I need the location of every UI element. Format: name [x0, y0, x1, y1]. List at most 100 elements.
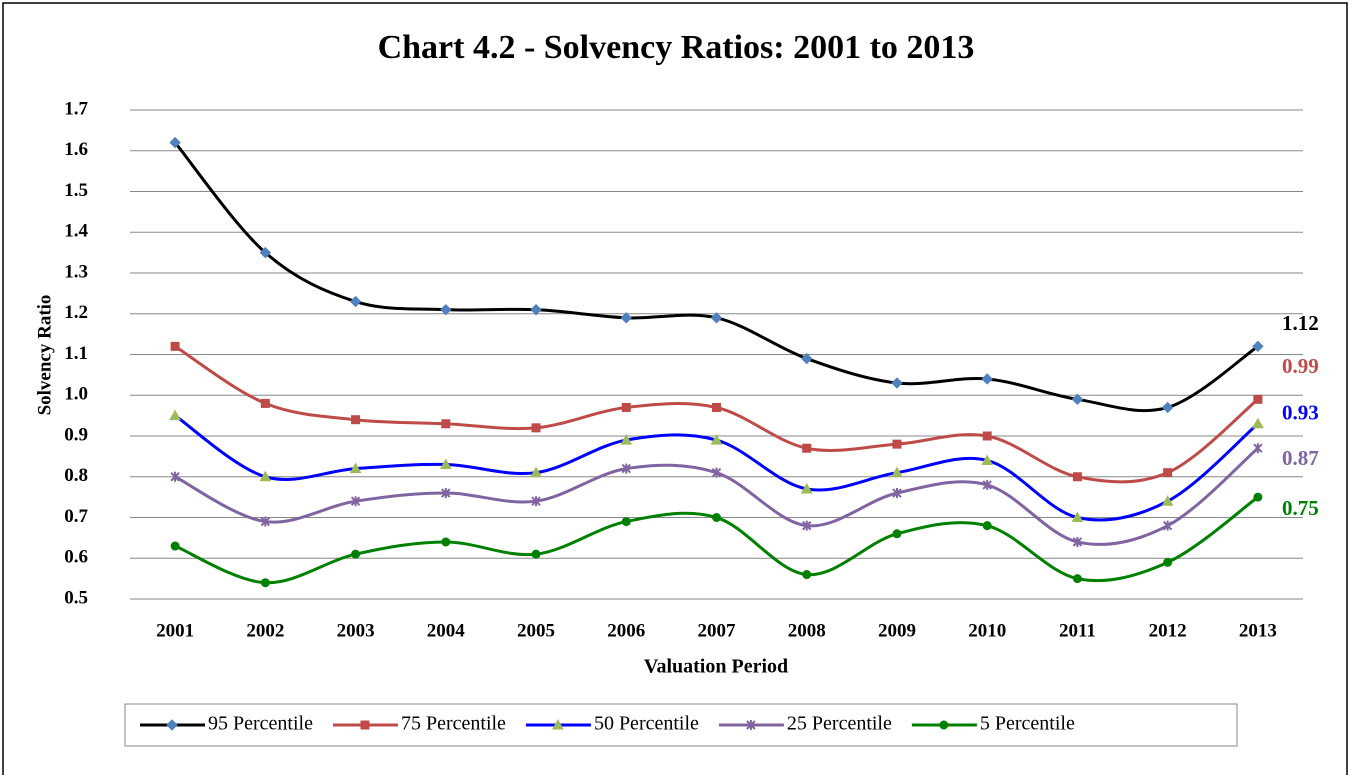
data-point — [712, 402, 721, 412]
legend-marker — [166, 719, 178, 731]
data-label: 0.93 — [1282, 401, 1319, 425]
y-tick-label: 1.2 — [64, 302, 88, 323]
legend-box — [124, 703, 1238, 747]
y-tick-label: 1.1 — [64, 343, 88, 364]
legend-label: 50 Percentile — [594, 713, 699, 735]
data-point — [802, 570, 812, 580]
data-point — [531, 549, 541, 559]
data-point — [891, 377, 903, 389]
y-axis-title: Solvency Ratio — [34, 295, 55, 416]
x-tick-label: 2004 — [427, 620, 466, 641]
data-point — [621, 463, 631, 474]
data-point — [981, 373, 993, 385]
data-point — [710, 434, 723, 445]
legend-marker — [939, 720, 949, 730]
data-point — [441, 537, 451, 547]
x-tick-label: 2001 — [156, 620, 194, 641]
data-point — [711, 467, 722, 478]
y-tick-label: 0.6 — [64, 547, 88, 568]
data-point — [259, 246, 272, 259]
y-tick-label: 0.5 — [64, 587, 88, 608]
data-point — [169, 136, 181, 149]
data-point — [440, 303, 452, 316]
data-point — [981, 454, 994, 465]
data-point — [892, 529, 902, 539]
data-point — [531, 496, 541, 507]
data-point — [1161, 495, 1174, 506]
y-tick-label: 0.8 — [64, 465, 88, 486]
data-point — [800, 482, 813, 494]
data-point — [1162, 520, 1173, 531]
y-tick-label: 0.7 — [64, 506, 88, 527]
y-tick-label: 1.6 — [64, 139, 88, 160]
data-point — [1161, 401, 1174, 414]
y-tick-label: 1.3 — [64, 261, 88, 282]
data-point — [982, 431, 992, 441]
data-point — [802, 443, 812, 453]
data-point — [351, 549, 361, 559]
data-point — [439, 458, 452, 470]
data-point — [1253, 492, 1263, 502]
data-point — [260, 578, 270, 588]
data-point — [170, 541, 180, 551]
data-point — [1253, 443, 1263, 454]
x-tick-label: 2013 — [1239, 620, 1277, 641]
data-point — [712, 513, 721, 522]
data-point — [892, 439, 902, 449]
data-point — [1252, 417, 1264, 429]
data-point — [259, 470, 272, 482]
data-point — [1071, 511, 1084, 522]
data-label: 0.75 — [1282, 496, 1319, 520]
data-point — [1072, 472, 1082, 482]
legend-marker — [746, 720, 756, 730]
y-tick-label: 1.5 — [64, 180, 88, 201]
legend-marker — [360, 720, 370, 730]
data-point — [441, 488, 451, 499]
data-point — [260, 516, 271, 527]
data-point — [350, 496, 361, 507]
x-tick-label: 2010 — [968, 620, 1006, 641]
x-tick-label: 2003 — [337, 620, 375, 641]
data-point — [710, 312, 723, 324]
data-point — [892, 488, 902, 499]
x-tick-label: 2009 — [878, 620, 916, 641]
data-point — [620, 312, 632, 324]
y-tick-label: 0.9 — [64, 424, 88, 445]
data-point — [1071, 393, 1084, 406]
data-point — [170, 471, 180, 482]
data-point — [530, 303, 542, 316]
x-tick-label: 2002 — [246, 620, 284, 641]
data-point — [891, 466, 903, 478]
data-point — [1163, 557, 1173, 567]
data-point — [1072, 574, 1082, 584]
data-point — [531, 423, 541, 433]
x-axis-title: Valuation Period — [644, 656, 788, 678]
data-point — [1163, 468, 1173, 478]
x-tick-label: 2011 — [1059, 620, 1096, 641]
data-point — [169, 409, 181, 421]
x-tick-label: 2008 — [788, 620, 826, 641]
data-point — [351, 415, 361, 425]
data-point — [530, 466, 542, 478]
data-point — [260, 398, 270, 408]
data-label: 1.12 — [1282, 311, 1319, 335]
chart-title: Chart 4.2 - Solvency Ratios: 2001 to 201… — [378, 29, 975, 66]
legend-label: 75 Percentile — [401, 713, 506, 735]
data-point — [170, 341, 180, 351]
x-tick-label: 2005 — [517, 620, 555, 641]
x-tick-label: 2007 — [698, 620, 737, 641]
data-point — [621, 402, 631, 412]
data-point — [1072, 536, 1083, 547]
data-point — [802, 520, 812, 531]
x-tick-label: 2012 — [1149, 620, 1187, 641]
data-point — [441, 419, 451, 429]
data-point — [621, 517, 631, 527]
y-tick-label: 1.0 — [64, 384, 88, 405]
legend-label: 5 Percentile — [980, 713, 1075, 735]
data-point — [620, 434, 633, 445]
legend-label: 25 Percentile — [787, 713, 892, 735]
y-tick-label: 1.4 — [64, 221, 88, 242]
data-point — [349, 295, 362, 308]
